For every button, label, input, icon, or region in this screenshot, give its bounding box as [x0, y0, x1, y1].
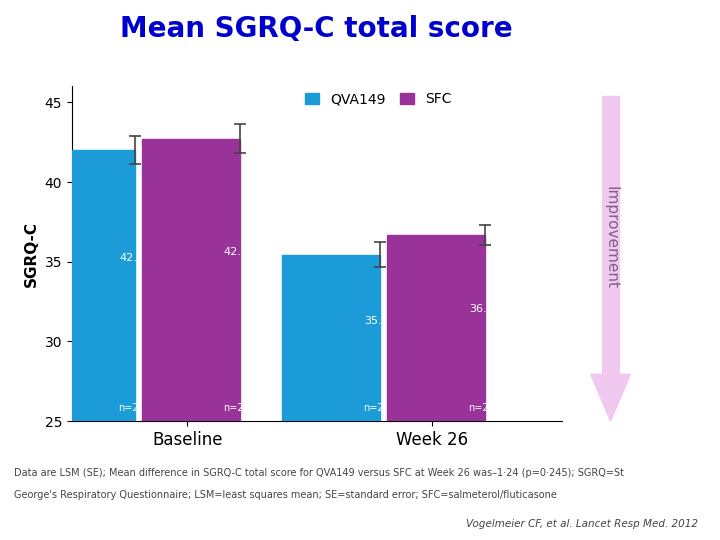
Legend: QVA149, SFC: QVA149, SFC	[300, 86, 456, 112]
Y-axis label: SGRQ-C: SGRQ-C	[24, 221, 39, 287]
Bar	[282, 254, 379, 421]
Bar	[602, 97, 619, 374]
Text: 36.68: 36.68	[469, 305, 500, 314]
Text: 42.01: 42.01	[119, 253, 151, 264]
Text: 42.72: 42.72	[224, 247, 256, 256]
Text: 35.45: 35.45	[364, 316, 395, 326]
Text: George's Respiratory Questionnaire; LSM=least squares mean; SE=standard error; S: George's Respiratory Questionnaire; LSM=…	[14, 489, 557, 500]
Text: n=216: n=216	[223, 403, 256, 413]
Bar	[37, 150, 135, 421]
Text: Vogelmeier CF, et al. Lancet Resp Med. 2012: Vogelmeier CF, et al. Lancet Resp Med. 2…	[467, 519, 698, 529]
Text: Mean SGRQ-C total score: Mean SGRQ-C total score	[120, 15, 513, 43]
Bar	[387, 235, 485, 421]
Text: Improvement: Improvement	[603, 186, 618, 288]
Bar	[142, 139, 240, 421]
Text: n=211: n=211	[364, 403, 396, 413]
Text: n=211: n=211	[119, 403, 151, 413]
Polygon shape	[590, 374, 631, 421]
Text: Data are LSM (SE); Mean difference in SGRQ-C total score for QVA149 versus SFC a: Data are LSM (SE); Mean difference in SG…	[14, 468, 624, 478]
Text: n=216: n=216	[468, 403, 501, 413]
